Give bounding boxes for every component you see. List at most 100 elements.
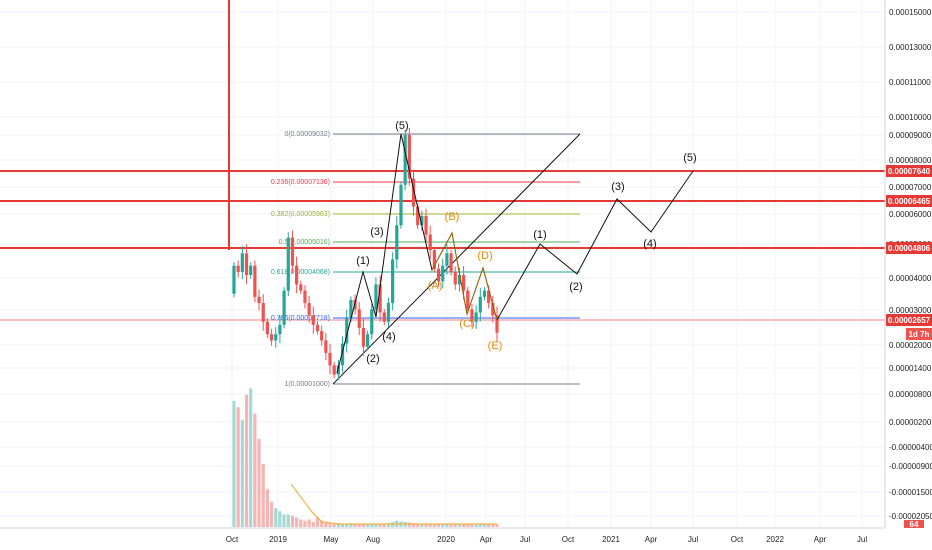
wave-label: (D) <box>477 250 492 262</box>
countdown-badge <box>906 328 932 340</box>
wave-labels: (1) (2) (3) (4) (5) (A) (B) (C) (D) (E) (1) (2) (3) (… <box>356 120 696 365</box>
candle <box>349 299 353 319</box>
wave-drawings[interactable] <box>336 133 694 374</box>
volume-bar <box>257 438 261 527</box>
x-tick-label: Jul <box>857 535 867 544</box>
x-tick-label: Aug <box>366 535 380 544</box>
x-tick-label: Oct <box>731 535 744 544</box>
fibonacci-retracement[interactable]: 0(0.00009032) 0.236(0.00007136) 0.382(0.00… <box>271 131 581 388</box>
volume-bar <box>295 517 299 527</box>
volume-bar <box>382 523 386 527</box>
volume-bar <box>353 523 357 527</box>
x-tick-label: Jul <box>520 535 530 544</box>
candle <box>357 309 361 328</box>
wave-label: (3) <box>611 181 624 193</box>
volume-bar <box>320 520 324 527</box>
volume-bar <box>282 514 286 527</box>
candle <box>240 253 244 272</box>
horizontal-levels[interactable] <box>0 170 885 321</box>
wave-label: (2) <box>366 353 379 365</box>
volume-bar <box>332 523 336 527</box>
candle <box>491 303 495 316</box>
y-tick-label: 0.00008000 <box>889 156 932 165</box>
candle <box>374 284 378 310</box>
y-tick-label: -0.00000400 <box>889 443 932 452</box>
level-badge-label: 0.00004806 <box>888 244 931 253</box>
volume-bar <box>261 464 265 527</box>
y-tick-label: 0.00000200 <box>889 418 932 427</box>
candle <box>391 259 395 304</box>
candle <box>470 309 474 322</box>
volume-bar <box>286 514 290 527</box>
volume-bar <box>436 524 441 527</box>
wave-label: (1) <box>356 255 369 267</box>
volume-bar <box>478 524 482 527</box>
volume-bar <box>336 523 340 527</box>
level-badge-label: 0.00007640 <box>888 167 931 176</box>
volume-bar <box>357 524 361 527</box>
volume-bar <box>424 523 428 527</box>
candle <box>428 234 432 251</box>
y-tick-label: 0.00010000 <box>889 113 932 122</box>
volume-bar <box>299 519 303 527</box>
volume-bar <box>378 524 382 527</box>
candle <box>236 265 240 272</box>
volume-bar <box>361 523 366 527</box>
level-badge <box>886 195 932 207</box>
candle <box>395 225 399 260</box>
candle <box>420 215 424 226</box>
wave-label: (E) <box>488 340 503 352</box>
y-tick-label: 0.00006000 <box>889 210 932 219</box>
candle <box>286 237 290 291</box>
wave-label: (5) <box>683 152 696 164</box>
time-scale[interactable] <box>0 528 932 550</box>
candle <box>257 296 261 304</box>
x-axis-ticks: Oct 2019 May Aug 2020 Apr Jul Oct 2021 Apr Jul Oct 2… <box>226 535 868 544</box>
x-tick-label: 2020 <box>437 535 455 544</box>
candle <box>449 253 453 272</box>
candle <box>382 312 386 322</box>
wave-label: (4) <box>382 331 395 343</box>
volume-bar <box>244 394 249 527</box>
x-tick-label: 2019 <box>269 535 287 544</box>
x-tick-label: 2022 <box>766 535 784 544</box>
wave-label: (5) <box>395 120 408 132</box>
candle <box>303 290 307 304</box>
volume-bar <box>269 501 274 527</box>
volume-bar <box>495 524 499 527</box>
candle <box>407 134 411 179</box>
candle <box>232 265 236 294</box>
y-tick-label: -0.00002050 <box>889 512 932 521</box>
wave-label: (1) <box>533 229 546 241</box>
volume-bar <box>420 523 424 527</box>
candle <box>265 321 269 335</box>
candle <box>495 315 499 333</box>
volume-bar <box>274 508 278 527</box>
y-tick-label: 0.00004000 <box>889 274 932 283</box>
volume-bar <box>278 511 282 527</box>
candle <box>340 343 345 366</box>
volume-bar <box>370 523 374 527</box>
volume-bar <box>432 523 436 527</box>
candle <box>249 265 253 276</box>
volume-bar <box>445 524 449 527</box>
projection-wave-line <box>496 170 694 321</box>
volume-bar <box>340 523 345 527</box>
volume-bar <box>307 519 311 527</box>
price-badges: 0.00007640 0.00006465 0.00004806 0.00002657… <box>886 165 932 529</box>
volume-bars <box>232 388 499 527</box>
candle <box>282 290 286 325</box>
candle <box>399 184 403 226</box>
candle <box>474 312 478 322</box>
volume-bar <box>482 524 487 527</box>
candle <box>274 334 278 341</box>
y-axis-ticks: 0.00015000 0.00013000 0.00011000 0.00010000… <box>889 8 932 521</box>
y-tick-label: 0.00003000 <box>889 306 932 315</box>
volume-bar <box>462 523 466 527</box>
wave-label: (3) <box>370 226 383 238</box>
candle <box>315 324 320 332</box>
price-scale[interactable] <box>885 0 932 528</box>
volume-bar <box>265 489 269 527</box>
candle <box>441 265 445 282</box>
